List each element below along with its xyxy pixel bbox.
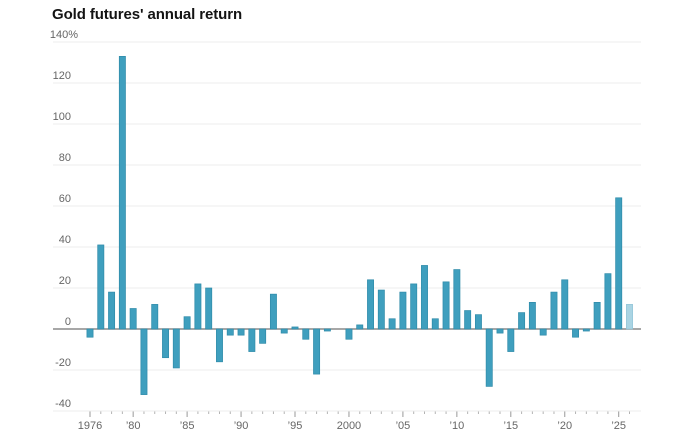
bar-2015 xyxy=(507,328,515,352)
bar-2007 xyxy=(421,265,428,330)
bar-2017 xyxy=(528,302,536,330)
chart-title: Gold futures' annual return xyxy=(52,6,243,23)
bar-1984 xyxy=(172,328,180,369)
bar-2011 xyxy=(464,310,472,330)
bar-2012 xyxy=(474,314,482,330)
bar-1991 xyxy=(248,328,256,352)
y-axis-label-40: 40 xyxy=(59,234,71,246)
bar-2002 xyxy=(367,279,374,330)
bar-1998 xyxy=(323,328,331,332)
bar-1987 xyxy=(205,287,213,330)
x-axis-label-2020: ’20 xyxy=(557,420,572,432)
bar-1986 xyxy=(194,283,202,330)
bar-1993 xyxy=(269,293,277,330)
bar-2001 xyxy=(356,324,364,330)
y-axis-label--20: -20 xyxy=(55,357,71,369)
bar-2004 xyxy=(388,318,396,330)
x-axis-label-2025: ’25 xyxy=(611,420,626,432)
bar-1983 xyxy=(162,328,169,359)
bar-2014 xyxy=(496,328,504,334)
bar-1977 xyxy=(97,244,105,330)
bar-1981 xyxy=(140,328,148,395)
bar-2010 xyxy=(453,269,461,330)
bar-1979 xyxy=(118,55,126,330)
bar-2023 xyxy=(593,302,601,330)
bar-2020 xyxy=(561,279,569,330)
x-axis-label-1976: 1976 xyxy=(78,420,102,432)
bar-1995 xyxy=(291,326,299,330)
y-axis-label-100: 100 xyxy=(53,111,71,123)
bar-1980 xyxy=(129,308,137,330)
x-axis-label-2000: 2000 xyxy=(337,420,361,432)
bar-2019 xyxy=(550,291,558,330)
bar-2021 xyxy=(572,328,580,338)
bar-2003 xyxy=(377,289,385,330)
bar-1994 xyxy=(280,328,288,334)
x-axis-label-2010: ’10 xyxy=(450,420,465,432)
bar-2013 xyxy=(485,328,493,387)
x-axis-label-1980: ’80 xyxy=(126,420,141,432)
bar-1992 xyxy=(259,328,267,344)
bar-2018 xyxy=(539,328,547,336)
x-axis-label-2005: ’05 xyxy=(396,420,411,432)
bar-2016 xyxy=(518,312,526,330)
x-axis-label-1985: ’85 xyxy=(180,420,195,432)
x-axis-label-1990: ’90 xyxy=(234,420,249,432)
bar-2024 xyxy=(604,273,612,330)
bar-1988 xyxy=(216,328,223,363)
bar-1982 xyxy=(151,304,159,330)
y-axis-label--40: -40 xyxy=(55,398,71,410)
bar-2026 xyxy=(626,304,633,330)
bar-1976 xyxy=(86,328,94,338)
bar-2025 xyxy=(615,197,623,330)
x-axis-label-1995: ’95 xyxy=(288,420,303,432)
bar-1996 xyxy=(302,328,310,340)
y-axis-label-80: 80 xyxy=(59,152,71,164)
bar-2000 xyxy=(345,328,353,340)
bar-2008 xyxy=(431,318,439,330)
y-axis-label-0: 0 xyxy=(65,316,71,328)
y-axis-label-140: 140% xyxy=(50,29,78,41)
bar-2022 xyxy=(582,328,590,332)
bar-1997 xyxy=(313,328,321,375)
bar-2009 xyxy=(442,281,450,330)
bar-2006 xyxy=(410,283,418,330)
bar-1985 xyxy=(183,316,191,330)
bar-1978 xyxy=(108,291,116,330)
bar-2005 xyxy=(399,291,407,330)
y-axis-label-120: 120 xyxy=(53,70,71,82)
x-axis-label-2015: ’15 xyxy=(503,420,518,432)
bar-1989 xyxy=(226,328,234,336)
y-axis-label-20: 20 xyxy=(59,275,71,287)
y-axis-label-60: 60 xyxy=(59,193,71,205)
bar-1990 xyxy=(237,328,245,336)
